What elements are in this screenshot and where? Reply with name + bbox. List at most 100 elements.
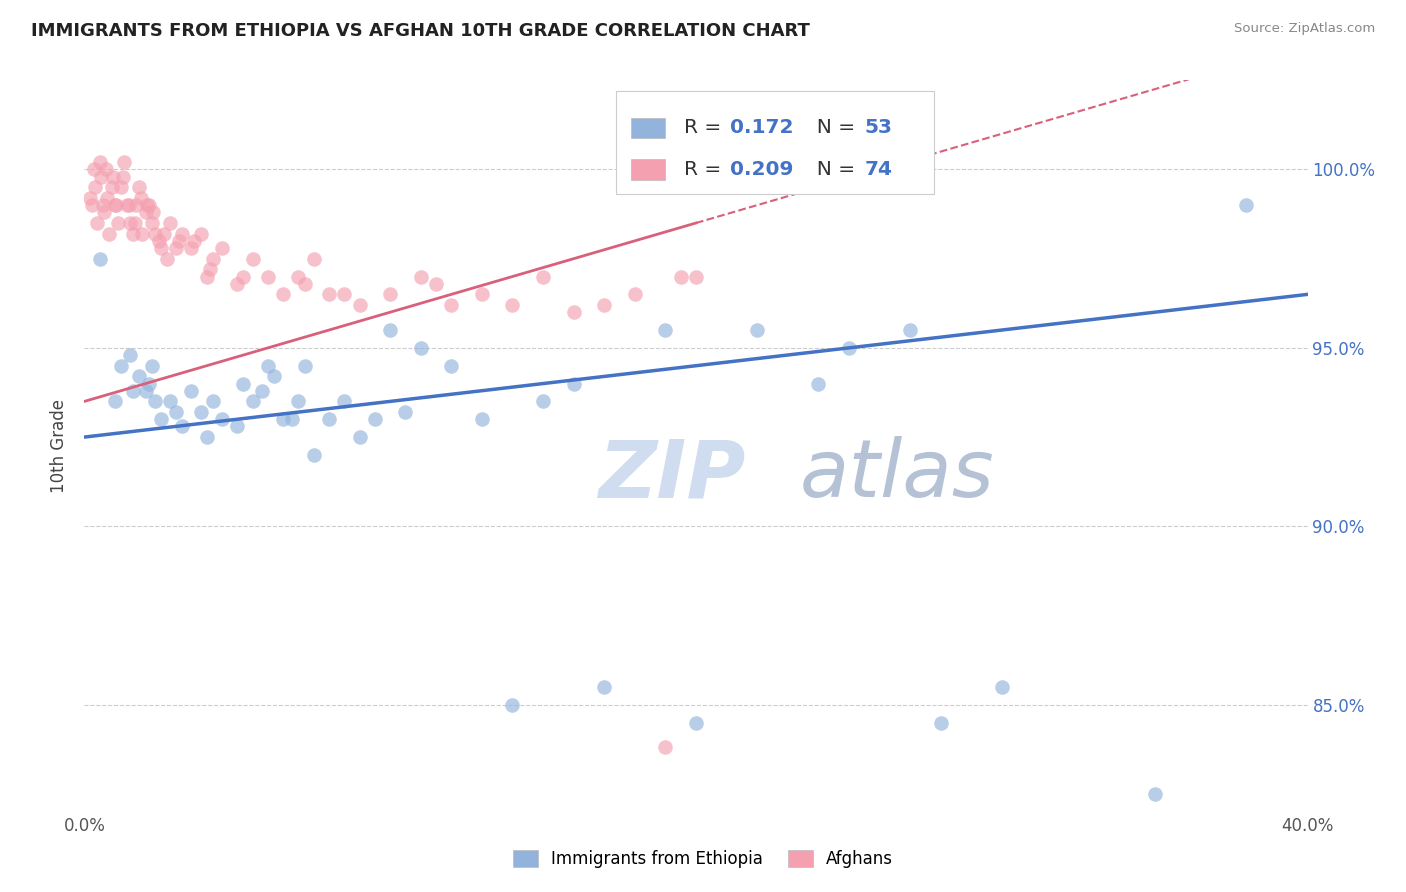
Point bbox=[409, 269, 432, 284]
Point bbox=[190, 405, 212, 419]
Point bbox=[250, 384, 273, 398]
Point bbox=[141, 359, 163, 373]
Point bbox=[104, 198, 127, 212]
Point bbox=[898, 323, 921, 337]
Point bbox=[96, 191, 118, 205]
Text: N =: N = bbox=[804, 160, 860, 179]
Point bbox=[131, 227, 153, 241]
Text: N =: N = bbox=[804, 119, 860, 137]
Point bbox=[105, 198, 128, 212]
Point bbox=[89, 252, 111, 266]
Point bbox=[124, 216, 146, 230]
Point bbox=[562, 305, 585, 319]
Point bbox=[103, 169, 125, 184]
Text: IMMIGRANTS FROM ETHIOPIA VS AFGHAN 10TH GRADE CORRELATION CHART: IMMIGRANTS FROM ETHIOPIA VS AFGHAN 10TH … bbox=[31, 22, 810, 40]
Point bbox=[172, 419, 194, 434]
Point bbox=[471, 412, 494, 426]
Point bbox=[409, 341, 432, 355]
Point bbox=[624, 287, 647, 301]
Text: R =: R = bbox=[683, 160, 727, 179]
Point bbox=[80, 198, 103, 212]
Point bbox=[195, 269, 218, 284]
Point bbox=[201, 252, 224, 266]
Point bbox=[190, 227, 212, 241]
Point bbox=[349, 298, 371, 312]
Point bbox=[232, 376, 254, 391]
Point bbox=[226, 277, 249, 291]
Point bbox=[93, 205, 115, 219]
Point bbox=[562, 376, 585, 391]
Point bbox=[294, 359, 316, 373]
Point bbox=[165, 405, 187, 419]
Point bbox=[232, 269, 254, 284]
Point bbox=[149, 412, 172, 426]
Text: atlas: atlas bbox=[800, 436, 994, 515]
Point bbox=[143, 394, 166, 409]
Point bbox=[153, 227, 176, 241]
Point bbox=[294, 277, 316, 291]
Point bbox=[110, 180, 132, 194]
Point bbox=[195, 430, 218, 444]
Point bbox=[122, 227, 145, 241]
Text: R =: R = bbox=[683, 119, 727, 137]
Point bbox=[198, 262, 221, 277]
Point bbox=[531, 394, 554, 409]
Point bbox=[180, 384, 202, 398]
Point bbox=[112, 155, 135, 169]
Point bbox=[318, 412, 340, 426]
Point bbox=[107, 216, 129, 230]
Point bbox=[669, 269, 692, 284]
Point bbox=[141, 216, 163, 230]
Point bbox=[380, 323, 402, 337]
Point bbox=[143, 227, 166, 241]
Point bbox=[271, 287, 294, 301]
Text: Source: ZipAtlas.com: Source: ZipAtlas.com bbox=[1234, 22, 1375, 36]
Point bbox=[685, 715, 707, 730]
Point bbox=[257, 359, 280, 373]
FancyBboxPatch shape bbox=[616, 91, 935, 194]
Point bbox=[97, 227, 120, 241]
Point bbox=[1236, 198, 1258, 212]
Point bbox=[91, 198, 114, 212]
Text: ZIP: ZIP bbox=[598, 436, 745, 515]
Point bbox=[502, 298, 524, 312]
Point bbox=[148, 234, 170, 248]
Point bbox=[138, 198, 160, 212]
Point bbox=[281, 412, 304, 426]
Point bbox=[531, 269, 554, 284]
Point bbox=[333, 287, 356, 301]
Point bbox=[242, 252, 264, 266]
Point bbox=[654, 740, 676, 755]
Point bbox=[807, 376, 830, 391]
Text: 74: 74 bbox=[865, 160, 893, 179]
Point bbox=[172, 227, 194, 241]
Point bbox=[128, 180, 150, 194]
Point bbox=[263, 369, 285, 384]
Point bbox=[183, 234, 205, 248]
Point bbox=[122, 384, 145, 398]
Point bbox=[593, 680, 616, 694]
Point bbox=[425, 277, 447, 291]
Point bbox=[394, 405, 416, 419]
Point bbox=[79, 191, 101, 205]
Point bbox=[120, 216, 142, 230]
Point bbox=[115, 198, 138, 212]
Point bbox=[654, 323, 676, 337]
Point bbox=[129, 191, 152, 205]
Point bbox=[364, 412, 387, 426]
Point bbox=[83, 162, 105, 177]
Point bbox=[318, 287, 340, 301]
Point bbox=[471, 287, 494, 301]
Text: 0.172: 0.172 bbox=[730, 119, 794, 137]
Point bbox=[440, 359, 463, 373]
FancyBboxPatch shape bbox=[631, 118, 665, 138]
Text: 53: 53 bbox=[865, 119, 893, 137]
Point bbox=[86, 216, 108, 230]
FancyBboxPatch shape bbox=[631, 160, 665, 180]
Point bbox=[159, 216, 181, 230]
Point bbox=[120, 348, 142, 362]
Point bbox=[226, 419, 249, 434]
Point bbox=[118, 198, 141, 212]
Point bbox=[180, 241, 202, 255]
Point bbox=[142, 205, 165, 219]
